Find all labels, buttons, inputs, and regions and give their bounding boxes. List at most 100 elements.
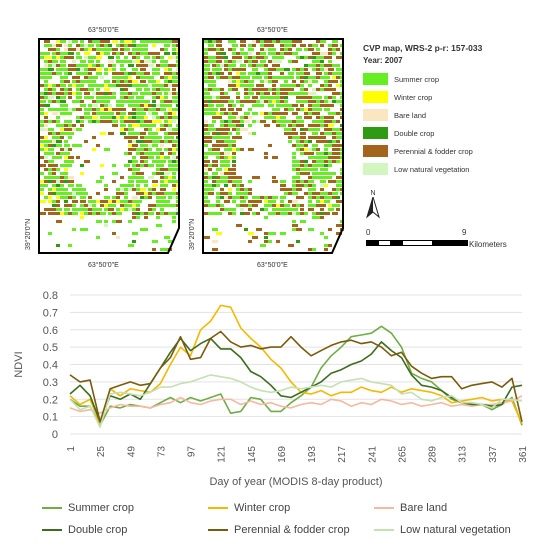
- map-pixel: [248, 208, 252, 211]
- map-pixel: [104, 220, 108, 223]
- chart-legend-item: Bare land: [374, 502, 540, 514]
- map-pixel: [52, 188, 58, 191]
- map-pixel: [308, 92, 314, 95]
- map-pixel: [160, 164, 164, 167]
- map-pixel: [208, 88, 212, 91]
- map-pixel: [232, 104, 236, 107]
- map-pixel: [140, 152, 146, 155]
- map-pixel: [92, 136, 96, 139]
- map-pixel: [336, 152, 342, 155]
- map-pixel: [56, 96, 62, 99]
- map-pixel: [280, 180, 286, 183]
- map-pixel: [108, 120, 112, 123]
- map-legend-item: Summer crop: [363, 71, 543, 87]
- map-pixel: [108, 64, 114, 67]
- map-pixel: [48, 212, 52, 215]
- map-pixel: [236, 76, 240, 79]
- map-pixel: [220, 124, 224, 127]
- map-pixel: [272, 196, 278, 199]
- map-pixel: [308, 196, 314, 199]
- map-pixel: [208, 192, 214, 195]
- map-pixel: [60, 188, 64, 191]
- map-pixel: [64, 112, 70, 115]
- map-pixel: [324, 120, 330, 123]
- map-pixel: [136, 88, 142, 91]
- map-pixel: [144, 124, 148, 127]
- map-legend-item: Low natural vegetation: [363, 161, 543, 177]
- map-pixel: [60, 92, 66, 95]
- map-pixel: [244, 76, 250, 79]
- map-pixel: [276, 116, 280, 119]
- map-pixel: [120, 44, 124, 47]
- map-pixel: [116, 56, 120, 59]
- map-pixel: [284, 212, 288, 215]
- map-pixel: [156, 200, 162, 203]
- map-pixel: [260, 112, 264, 115]
- map-pixel: [64, 48, 68, 51]
- map-pixel: [44, 120, 48, 123]
- map-pixel: [336, 120, 340, 123]
- map-pixel: [120, 204, 126, 207]
- map-pixel: [112, 116, 118, 119]
- chart-legend-item: Perennial & fodder crop: [208, 524, 374, 536]
- map-pixel: [132, 232, 138, 235]
- map-pixel: [260, 52, 266, 55]
- map-pixel: [228, 168, 234, 171]
- map-pixel: [232, 136, 236, 139]
- map-pixel: [120, 104, 124, 107]
- map-pixel: [140, 148, 144, 151]
- map-pixel: [156, 80, 160, 83]
- map-pixel: [260, 72, 266, 75]
- map-pixel: [152, 116, 158, 119]
- map-pixel: [168, 148, 172, 151]
- map-pixel: [128, 60, 132, 63]
- map-pixel: [320, 120, 324, 123]
- map-pixel: [276, 204, 280, 207]
- map-pixel: [84, 208, 88, 211]
- map-pixel: [220, 172, 224, 175]
- chart-y-tick-label: 0.5: [43, 342, 58, 354]
- map-pixel: [328, 120, 332, 123]
- map-pixel: [308, 136, 314, 139]
- map-pixel: [336, 148, 342, 151]
- map-pixel: [216, 156, 222, 159]
- map-pixel: [316, 100, 320, 103]
- map-pixel: [60, 180, 64, 183]
- map-pixel: [128, 168, 134, 171]
- map-pixel: [164, 64, 168, 67]
- map-pixel: [172, 92, 176, 95]
- map-pixel: [136, 72, 142, 75]
- map-pixel: [224, 68, 230, 71]
- map-pixel: [108, 68, 114, 71]
- map-pixel: [276, 120, 280, 123]
- map-pixel: [324, 164, 328, 167]
- map-pixel: [320, 56, 324, 59]
- map-pixel: [76, 64, 80, 67]
- map-pixel: [40, 84, 44, 87]
- map-pixel: [312, 68, 316, 71]
- map-pixel: [228, 72, 232, 75]
- map-pixel: [140, 140, 146, 143]
- map-pixel: [328, 152, 332, 155]
- map-pixel: [160, 48, 166, 51]
- map-pixel: [288, 84, 294, 87]
- map-pixel: [168, 84, 172, 87]
- map-pixel: [224, 160, 230, 163]
- map-pixel: [204, 76, 208, 79]
- map-left-side-coord: 39°20'0"N: [25, 218, 32, 250]
- map-pixel: [284, 188, 288, 191]
- map-pixel: [40, 200, 46, 203]
- map-pixel: [44, 144, 48, 147]
- map-pixel: [252, 72, 258, 75]
- map-pixel: [48, 120, 54, 123]
- map-pixel: [40, 192, 44, 195]
- map-pixel: [60, 96, 66, 99]
- map-pixel: [240, 200, 246, 203]
- map-pixel: [224, 132, 230, 135]
- chart-y-tick-label: 0.8: [43, 290, 58, 302]
- map-pixel: [132, 168, 138, 171]
- map-pixel: [132, 44, 136, 47]
- map-pixel: [328, 180, 332, 183]
- map-pixel: [292, 52, 298, 55]
- map-pixel: [112, 172, 118, 175]
